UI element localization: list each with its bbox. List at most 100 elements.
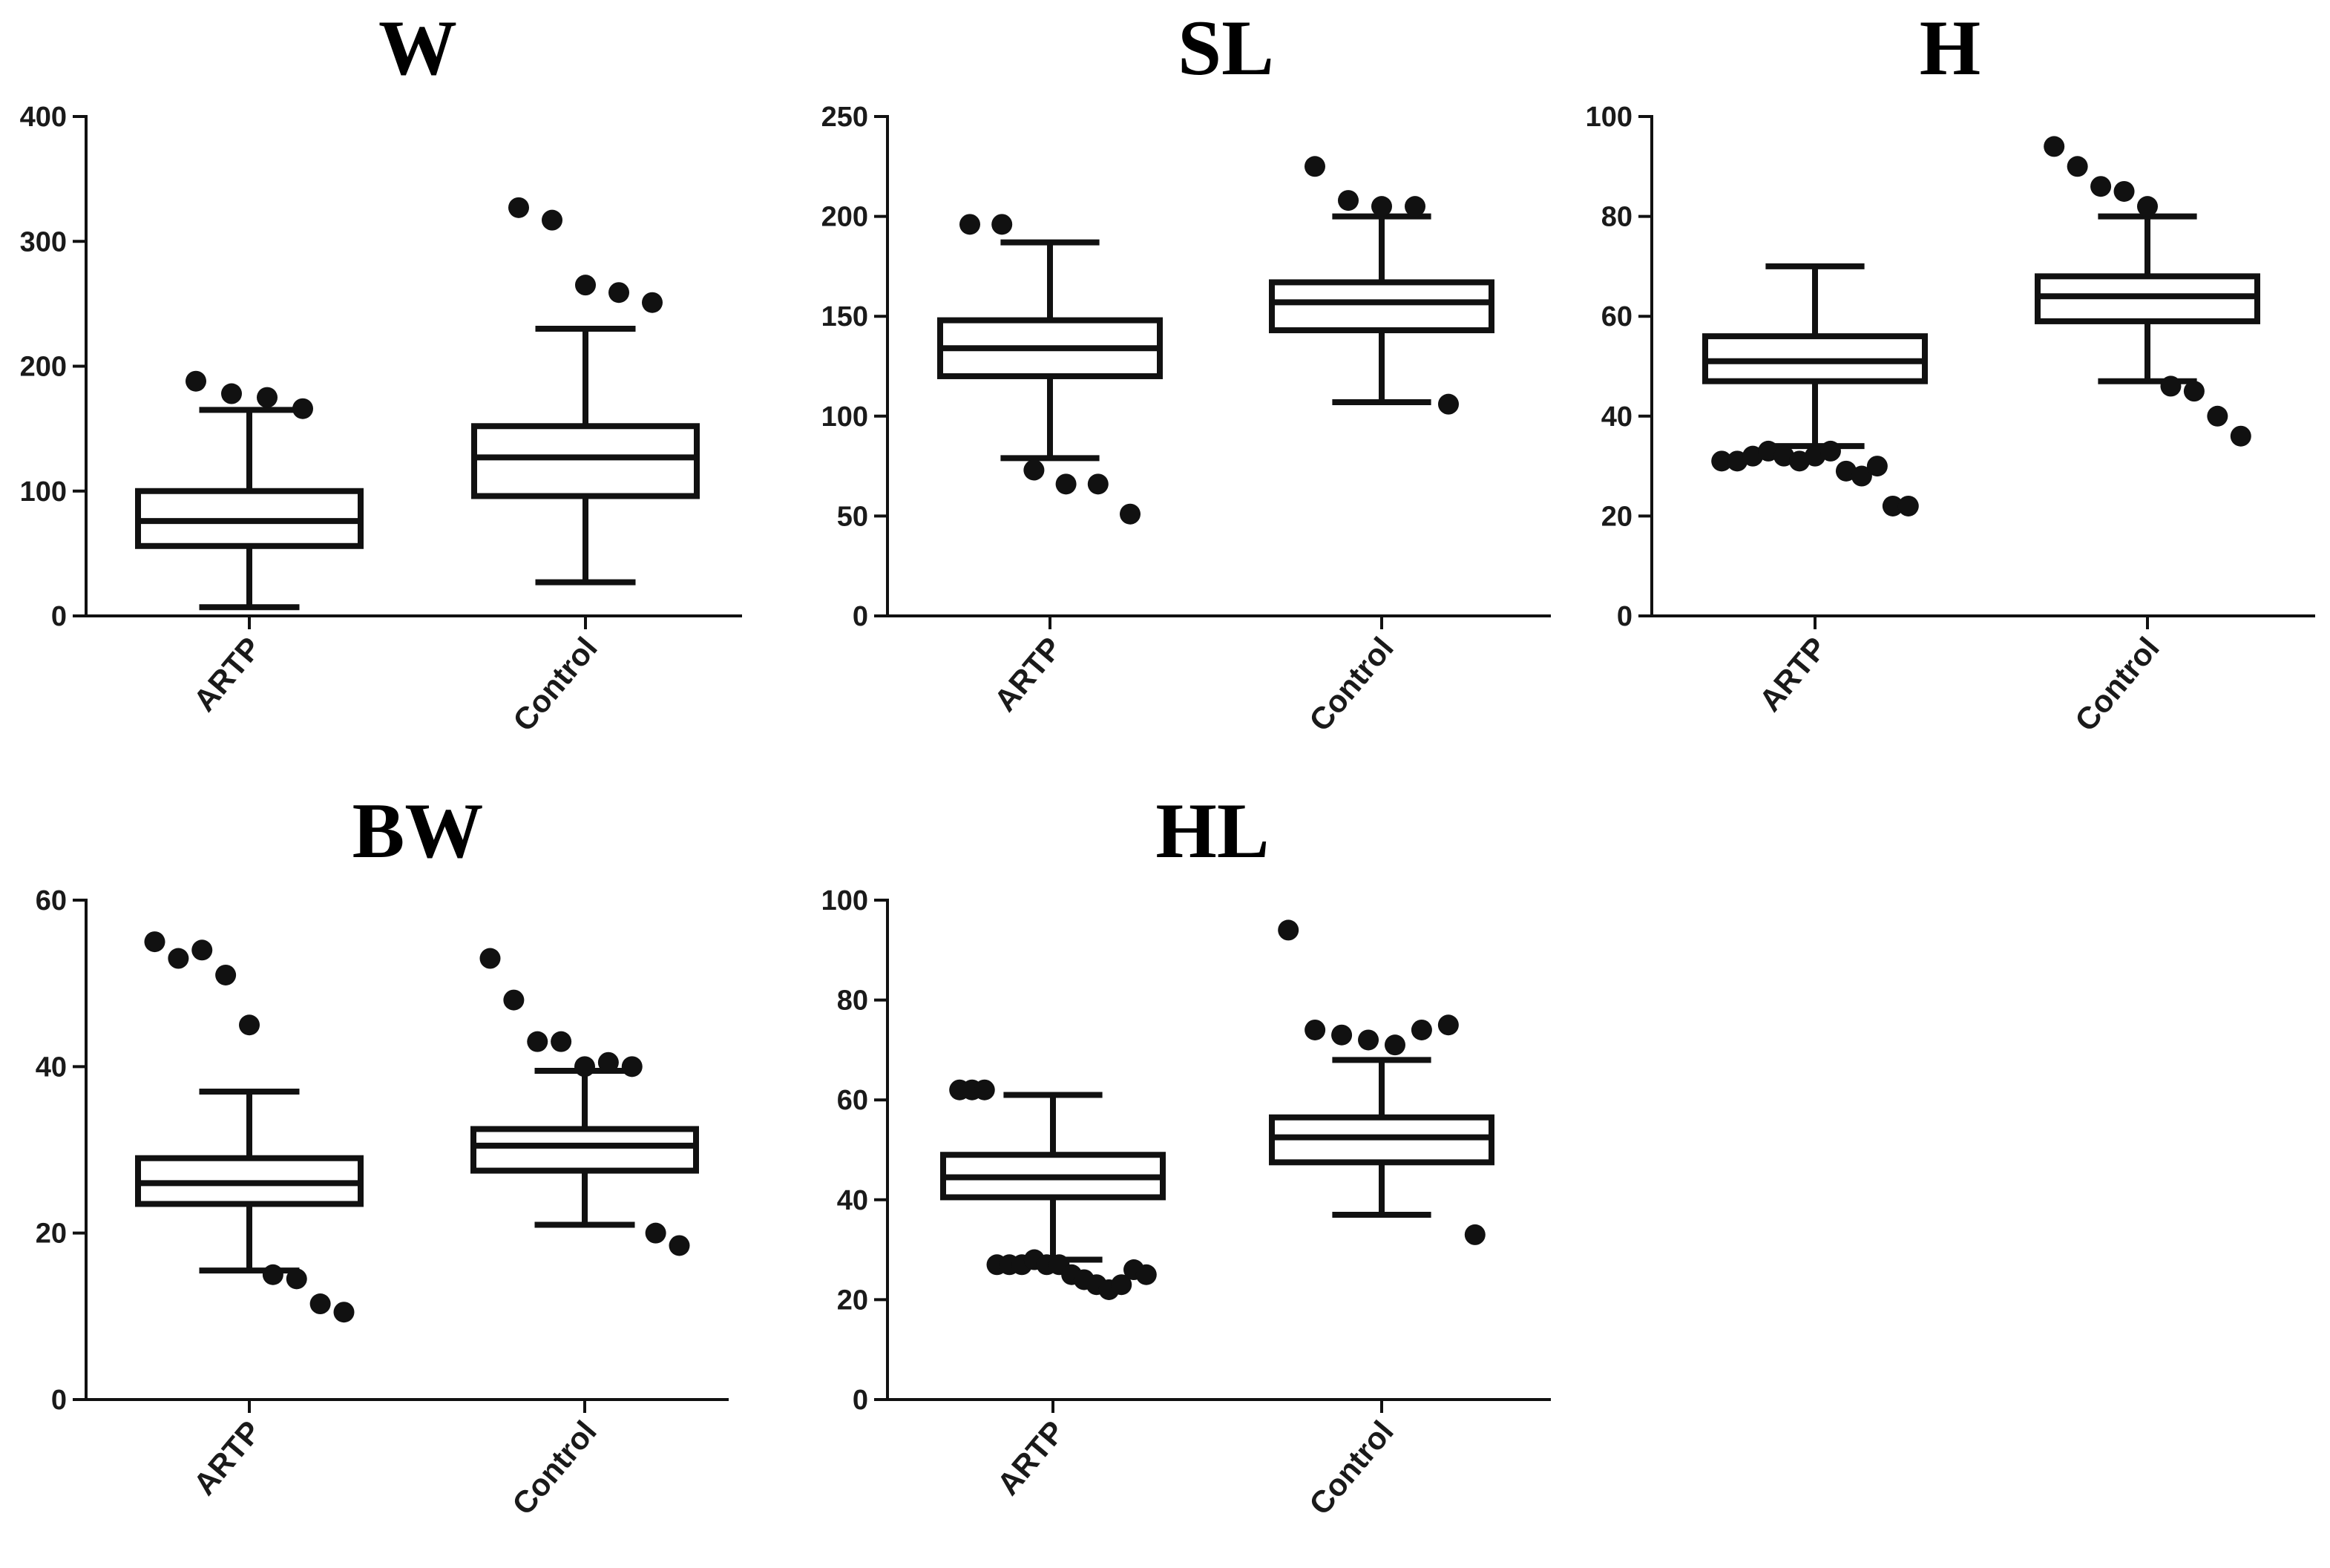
outlier-point xyxy=(959,214,980,235)
outlier-point xyxy=(503,989,525,1011)
y-tick-label: 20 xyxy=(36,1218,67,1250)
chart-h: H 0 20 40 60 80 100 ARTP Control xyxy=(1586,4,2315,738)
outlier-point xyxy=(991,214,1013,235)
outlier-point xyxy=(974,1079,995,1100)
box-artp xyxy=(940,1079,1166,1300)
outlier-point xyxy=(257,387,278,408)
outlier-point xyxy=(292,398,313,419)
y-tick-label: 200 xyxy=(20,352,67,383)
chart-title: W xyxy=(378,4,457,91)
y-tick-label: 40 xyxy=(837,1185,868,1216)
outlier-point xyxy=(1437,1014,1459,1036)
outlier-point xyxy=(508,197,529,218)
outlier-point xyxy=(168,948,189,969)
chart-sl: SL 0 50 100 150 200 250 ARTP Control xyxy=(821,4,1551,738)
outlier-point xyxy=(2090,176,2112,197)
outlier-point xyxy=(1819,440,1841,462)
chart-title: BW xyxy=(352,787,484,874)
chart-title: H xyxy=(1920,4,1980,91)
x-category-label: ARTP xyxy=(1752,631,1834,718)
x-category-label: ARTP xyxy=(186,1414,268,1502)
outlier-point xyxy=(2160,375,2182,397)
outlier-point xyxy=(1305,156,1325,177)
outlier-point xyxy=(2113,180,2135,202)
y-tick-label: 0 xyxy=(1617,601,1632,632)
box-artp xyxy=(937,214,1163,525)
outlier-point xyxy=(669,1235,690,1256)
outlier-point xyxy=(286,1268,307,1290)
iqr-box xyxy=(470,1126,699,1174)
box-artp xyxy=(135,931,364,1323)
y-tick-label: 100 xyxy=(1586,102,1632,133)
y-tick-label: 20 xyxy=(1601,501,1632,532)
outlier-point xyxy=(1087,473,1109,495)
outlier-point xyxy=(1055,473,1077,495)
x-category-label: ARTP xyxy=(186,631,268,718)
outlier-point xyxy=(1111,1274,1132,1296)
outlier-point xyxy=(1371,196,1392,217)
box-control xyxy=(1269,156,1494,415)
chart-title: SL xyxy=(1178,4,1274,91)
y-tick-label: 400 xyxy=(20,102,67,133)
outlier-point xyxy=(262,1264,283,1285)
x-category-label: Control xyxy=(1302,631,1400,738)
outlier-point xyxy=(575,275,596,296)
outlier-point xyxy=(1278,919,1299,941)
y-tick-label: 0 xyxy=(51,1385,67,1416)
y-tick-label: 40 xyxy=(36,1052,67,1083)
outlier-point xyxy=(597,1052,619,1073)
box-control xyxy=(2035,136,2260,447)
outlier-point xyxy=(333,1302,355,1323)
y-tick-label: 0 xyxy=(853,601,868,632)
outlier-point xyxy=(1023,459,1045,481)
y-tick-label: 20 xyxy=(837,1285,868,1316)
outlier-point xyxy=(1305,1019,1326,1040)
y-tick-label: 60 xyxy=(36,885,67,916)
y-tick-label: 100 xyxy=(20,476,67,508)
x-category-label: Control xyxy=(506,631,604,738)
outlier-point xyxy=(1384,1034,1405,1056)
chart-hl: HL 0 20 40 60 80 100 ARTP Control xyxy=(821,787,1551,1521)
chart-title: HL xyxy=(1155,787,1269,874)
chart-w: W 0 100 200 300 400 ARTP Control xyxy=(20,4,742,738)
outlier-point xyxy=(2137,196,2158,217)
box-control xyxy=(470,948,699,1256)
outlier-point xyxy=(1866,456,1888,477)
iqr-box xyxy=(471,423,700,499)
outlier-point xyxy=(1120,503,1141,525)
outlier-point xyxy=(1882,495,1903,516)
y-tick-label: 60 xyxy=(837,1085,868,1116)
outlier-point xyxy=(1135,1264,1157,1285)
outlier-point xyxy=(479,948,501,969)
outlier-point xyxy=(215,964,237,985)
x-category-label: Control xyxy=(2068,631,2166,738)
outlier-point xyxy=(1405,196,1425,217)
outlier-point xyxy=(1438,393,1459,415)
iqr-box xyxy=(1269,279,1494,334)
y-tick-label: 300 xyxy=(20,226,67,257)
outlier-point xyxy=(309,1293,331,1315)
y-tick-label: 0 xyxy=(853,1385,868,1416)
outlier-point xyxy=(608,282,629,304)
box-artp xyxy=(1702,263,1928,516)
x-category-label: Control xyxy=(1302,1414,1400,1522)
outlier-point xyxy=(186,370,206,392)
y-tick-label: 100 xyxy=(821,885,868,916)
x-category-label: ARTP xyxy=(987,631,1069,718)
y-tick-label: 0 xyxy=(51,601,67,632)
y-tick-label: 40 xyxy=(1601,401,1632,433)
y-tick-label: 250 xyxy=(821,102,868,133)
y-tick-label: 100 xyxy=(821,401,868,433)
y-tick-label: 150 xyxy=(821,301,868,332)
outlier-point xyxy=(2207,405,2228,427)
outlier-point xyxy=(2067,156,2088,177)
y-tick-label: 200 xyxy=(821,202,868,233)
outlier-point xyxy=(1338,190,1359,211)
outlier-point xyxy=(542,209,562,231)
outlier-point xyxy=(551,1031,572,1052)
outlier-point xyxy=(1358,1029,1379,1051)
outlier-point xyxy=(239,1014,260,1036)
y-tick-label: 50 xyxy=(837,501,868,532)
outlier-point xyxy=(642,292,663,313)
